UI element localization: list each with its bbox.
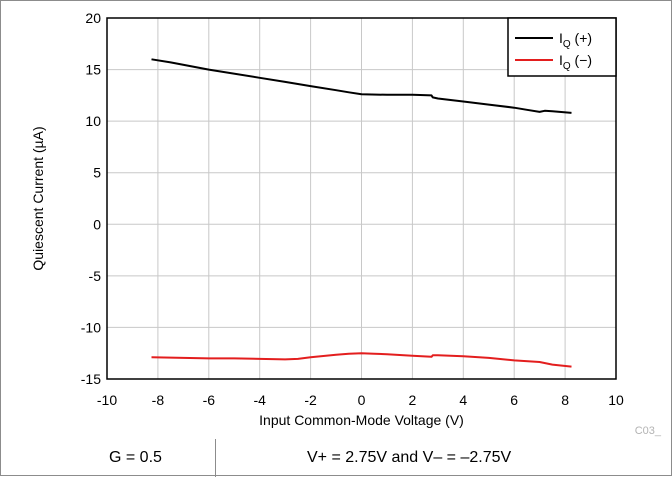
legend-label: IQ (−) [559,52,592,72]
condition-separator [215,439,216,477]
y-tick-label: 20 [85,10,101,26]
y-tick-labels: 20 15 10 5 0 -5 -10 -15 [81,10,101,387]
legend-label: IQ (+) [559,30,592,50]
y-tick-label: 0 [93,216,101,232]
y-tick-label: 5 [93,165,101,181]
plot-area-border [106,17,617,380]
series-line-iq-plus [151,58,572,114]
x-tick-label: -10 [97,392,117,408]
x-tick-label: 6 [510,392,518,408]
y-axis-label: Quiescent Current (µA) [30,126,46,270]
x-axis-label: Input Common-Mode Voltage (V) [259,412,464,428]
x-tick-labels: -10 -8 -6 -4 -2 0 2 4 6 8 10 [97,392,624,408]
y-tick-label: -10 [81,319,101,335]
y-tick-label: 10 [85,113,101,129]
series-line-iq-minus [151,352,572,368]
x-tick-label: 10 [608,392,624,408]
x-tick-label: -8 [152,392,165,408]
x-tick-label: 8 [561,392,569,408]
legend: IQ (+)IQ (−) [507,17,617,77]
x-tick-label: -6 [203,392,216,408]
figure-code: C03_ [635,425,662,437]
x-tick-label: 4 [459,392,467,408]
y-tick-label: -15 [81,371,101,387]
x-tick-label: -2 [304,392,317,408]
legend-box [507,17,617,77]
y-tick-label: -5 [89,268,102,284]
x-tick-label: 0 [358,392,366,408]
series-lines [151,58,572,368]
x-tick-label: 2 [409,392,417,408]
x-tick-label: -4 [253,392,266,408]
supply-condition: V+ = 2.75V and V– = –2.75V [307,449,512,466]
y-tick-label: 15 [85,62,101,78]
quiescent-current-chart: 20 15 10 5 0 -5 -10 -15 -10 -8 -6 -4 -2 0 2 4 6 8 10 IQ (… [30,10,662,437]
gain-condition: G = 0.5 [109,449,162,466]
